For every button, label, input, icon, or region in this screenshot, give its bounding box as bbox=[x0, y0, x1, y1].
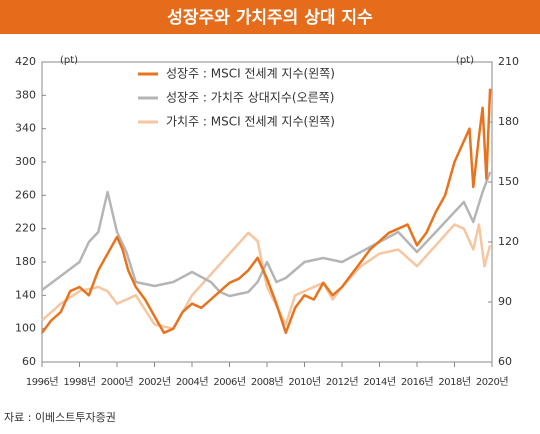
legend-label: 성장주 : MSCI 전세계 지수(왼쪽) bbox=[166, 67, 335, 81]
y-tick-label: 220 bbox=[15, 222, 36, 235]
y-unit: (pt) bbox=[60, 55, 78, 66]
y2-unit: (pt) bbox=[456, 55, 474, 66]
x-tick-label: 2000년 bbox=[101, 376, 133, 388]
x-tick-label: 2012년 bbox=[326, 376, 358, 388]
y-tick-label: 100 bbox=[15, 322, 36, 335]
title-bar bbox=[0, 0, 540, 34]
plot-frame bbox=[41, 61, 493, 363]
x-tick-label: 1996년 bbox=[26, 376, 58, 388]
y2-tick-label: 120 bbox=[498, 235, 519, 248]
x-tick-label: 2016년 bbox=[401, 376, 433, 388]
y-tick-label: 260 bbox=[15, 188, 36, 201]
y-tick-label: 180 bbox=[15, 255, 36, 268]
y-tick-label: 60 bbox=[22, 355, 36, 368]
x-tick-label: 1998년 bbox=[63, 376, 95, 388]
y2-tick-label: 90 bbox=[498, 295, 512, 308]
x-tick-label: 2006년 bbox=[213, 376, 245, 388]
y-tick-label: 420 bbox=[15, 55, 36, 68]
y-tick-label: 300 bbox=[15, 155, 36, 168]
x-tick-label: 2014년 bbox=[363, 376, 395, 388]
y2-tick-label: 60 bbox=[498, 355, 512, 368]
legend-label: 성장주 : 가치주 상대지수(오른쪽) bbox=[166, 91, 334, 105]
series-line bbox=[41, 88, 492, 335]
chart-title: 성장주와 가치주의 상대 지수 bbox=[167, 8, 373, 28]
source: 자료 : 이베스트투자증권 bbox=[4, 411, 116, 424]
x-tick-label: 2008년 bbox=[251, 376, 283, 388]
y2-tick-label: 150 bbox=[498, 175, 519, 188]
y2-tick-label: 210 bbox=[498, 55, 519, 68]
y-tick-label: 140 bbox=[15, 288, 36, 301]
x-tick-label: 2002년 bbox=[138, 376, 170, 388]
series-line bbox=[41, 223, 492, 330]
y-tick-label: 340 bbox=[15, 122, 36, 135]
series-line bbox=[41, 171, 492, 298]
legend-label: 가치주 : MSCI 전세계 지수(왼쪽) bbox=[166, 115, 335, 129]
x-tick-label: 2004년 bbox=[176, 376, 208, 388]
y2-tick-label: 180 bbox=[498, 115, 519, 128]
y-tick-label: 380 bbox=[15, 88, 36, 101]
x-tick-label: 2018년 bbox=[438, 376, 470, 388]
x-tick-label: 2020년 bbox=[476, 376, 508, 388]
x-tick-label: 2010년 bbox=[288, 376, 320, 388]
